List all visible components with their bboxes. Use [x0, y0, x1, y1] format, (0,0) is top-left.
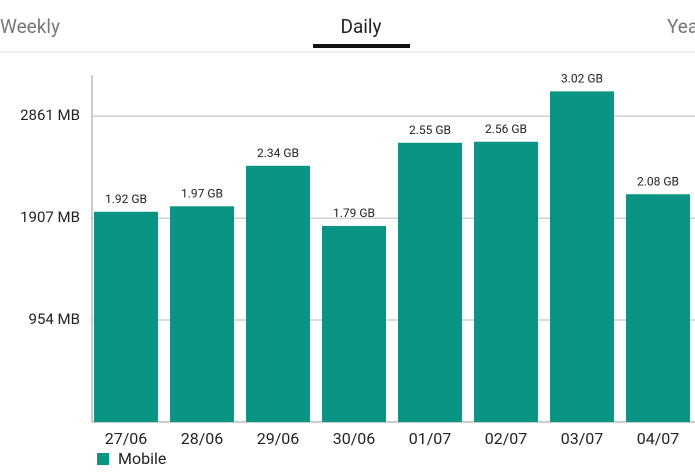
value-label: 2.34 GB [257, 146, 299, 160]
legend-label: Mobile [118, 449, 166, 468]
value-label: 1.79 GB [333, 206, 375, 220]
bar [246, 165, 310, 422]
tab-weekly[interactable]: Weekly [0, 15, 60, 38]
tab-daily[interactable]: Daily [340, 15, 381, 38]
y-tick-label: 1907 MB [20, 208, 80, 226]
x-tick-label: 28/06 [181, 429, 224, 448]
x-tick-label: 03/07 [561, 429, 604, 448]
x-tick-label: 01/07 [409, 429, 452, 448]
x-tick-label: 27/06 [105, 429, 148, 448]
bar [170, 206, 234, 422]
bar [626, 194, 690, 422]
value-label: 2.56 GB [485, 122, 527, 136]
bar [550, 91, 614, 422]
bar [94, 211, 158, 422]
value-label: 2.55 GB [409, 123, 451, 137]
x-tick-label: 29/06 [257, 429, 300, 448]
bar [398, 142, 462, 422]
legend-swatch [97, 453, 109, 465]
value-label: 1.92 GB [105, 192, 147, 206]
bar [322, 225, 386, 422]
y-tick-label: 954 MB [29, 310, 80, 328]
tab-yearly[interactable]: Yearly [667, 15, 695, 38]
x-tick-label: 30/06 [333, 429, 376, 448]
x-tick-label: 02/07 [485, 429, 528, 448]
x-tick-label: 04/07 [637, 429, 680, 448]
value-label: 1.97 GB [181, 186, 223, 200]
value-label: 2.08 GB [637, 174, 679, 188]
value-label: 3.02 GB [561, 72, 603, 86]
tab-indicator [313, 44, 410, 48]
y-tick-label: 2861 MB [20, 106, 80, 124]
bar [474, 141, 538, 422]
